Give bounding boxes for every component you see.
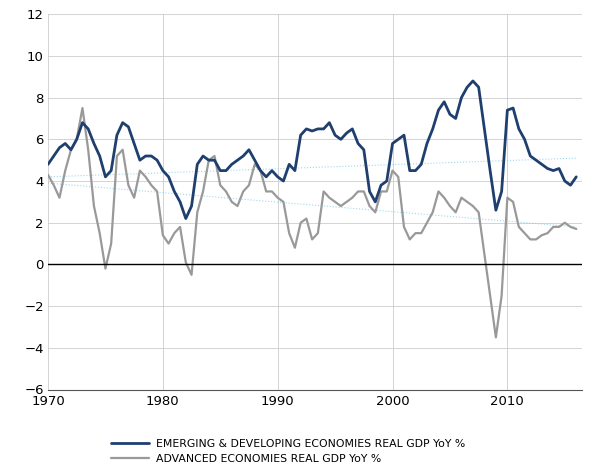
EMERGING & DEVELOPING ECONOMIES REAL GDP YoY % bbox=[475, 85, 482, 90]
EMERGING & DEVELOPING ECONOMIES REAL GDP YoY % bbox=[154, 157, 161, 163]
ADVANCED ECONOMIES REAL GDP YoY % bbox=[79, 105, 86, 111]
ADVANCED ECONOMIES REAL GDP YoY % bbox=[159, 232, 166, 238]
EMERGING & DEVELOPING ECONOMIES REAL GDP YoY % bbox=[314, 126, 322, 132]
Line: EMERGING & DEVELOPING ECONOMIES REAL GDP YoY %: EMERGING & DEVELOPING ECONOMIES REAL GDP… bbox=[48, 81, 576, 219]
ADVANCED ECONOMIES REAL GDP YoY % bbox=[492, 334, 499, 340]
ADVANCED ECONOMIES REAL GDP YoY % bbox=[119, 147, 126, 152]
ADVANCED ECONOMIES REAL GDP YoY % bbox=[44, 172, 52, 178]
EMERGING & DEVELOPING ECONOMIES REAL GDP YoY % bbox=[113, 133, 121, 138]
EMERGING & DEVELOPING ECONOMIES REAL GDP YoY % bbox=[44, 162, 52, 167]
Legend: EMERGING & DEVELOPING ECONOMIES REAL GDP YoY %, ADVANCED ECONOMIES REAL GDP YoY : EMERGING & DEVELOPING ECONOMIES REAL GDP… bbox=[108, 436, 469, 467]
EMERGING & DEVELOPING ECONOMIES REAL GDP YoY % bbox=[418, 162, 425, 167]
ADVANCED ECONOMIES REAL GDP YoY % bbox=[418, 230, 425, 236]
ADVANCED ECONOMIES REAL GDP YoY % bbox=[572, 226, 580, 232]
ADVANCED ECONOMIES REAL GDP YoY % bbox=[314, 230, 322, 236]
Line: ADVANCED ECONOMIES REAL GDP YoY %: ADVANCED ECONOMIES REAL GDP YoY % bbox=[48, 108, 576, 337]
EMERGING & DEVELOPING ECONOMIES REAL GDP YoY % bbox=[572, 174, 580, 180]
ADVANCED ECONOMIES REAL GDP YoY % bbox=[469, 203, 476, 209]
ADVANCED ECONOMIES REAL GDP YoY % bbox=[136, 168, 143, 173]
EMERGING & DEVELOPING ECONOMIES REAL GDP YoY % bbox=[131, 141, 138, 146]
EMERGING & DEVELOPING ECONOMIES REAL GDP YoY % bbox=[182, 216, 190, 221]
EMERGING & DEVELOPING ECONOMIES REAL GDP YoY % bbox=[469, 78, 476, 84]
